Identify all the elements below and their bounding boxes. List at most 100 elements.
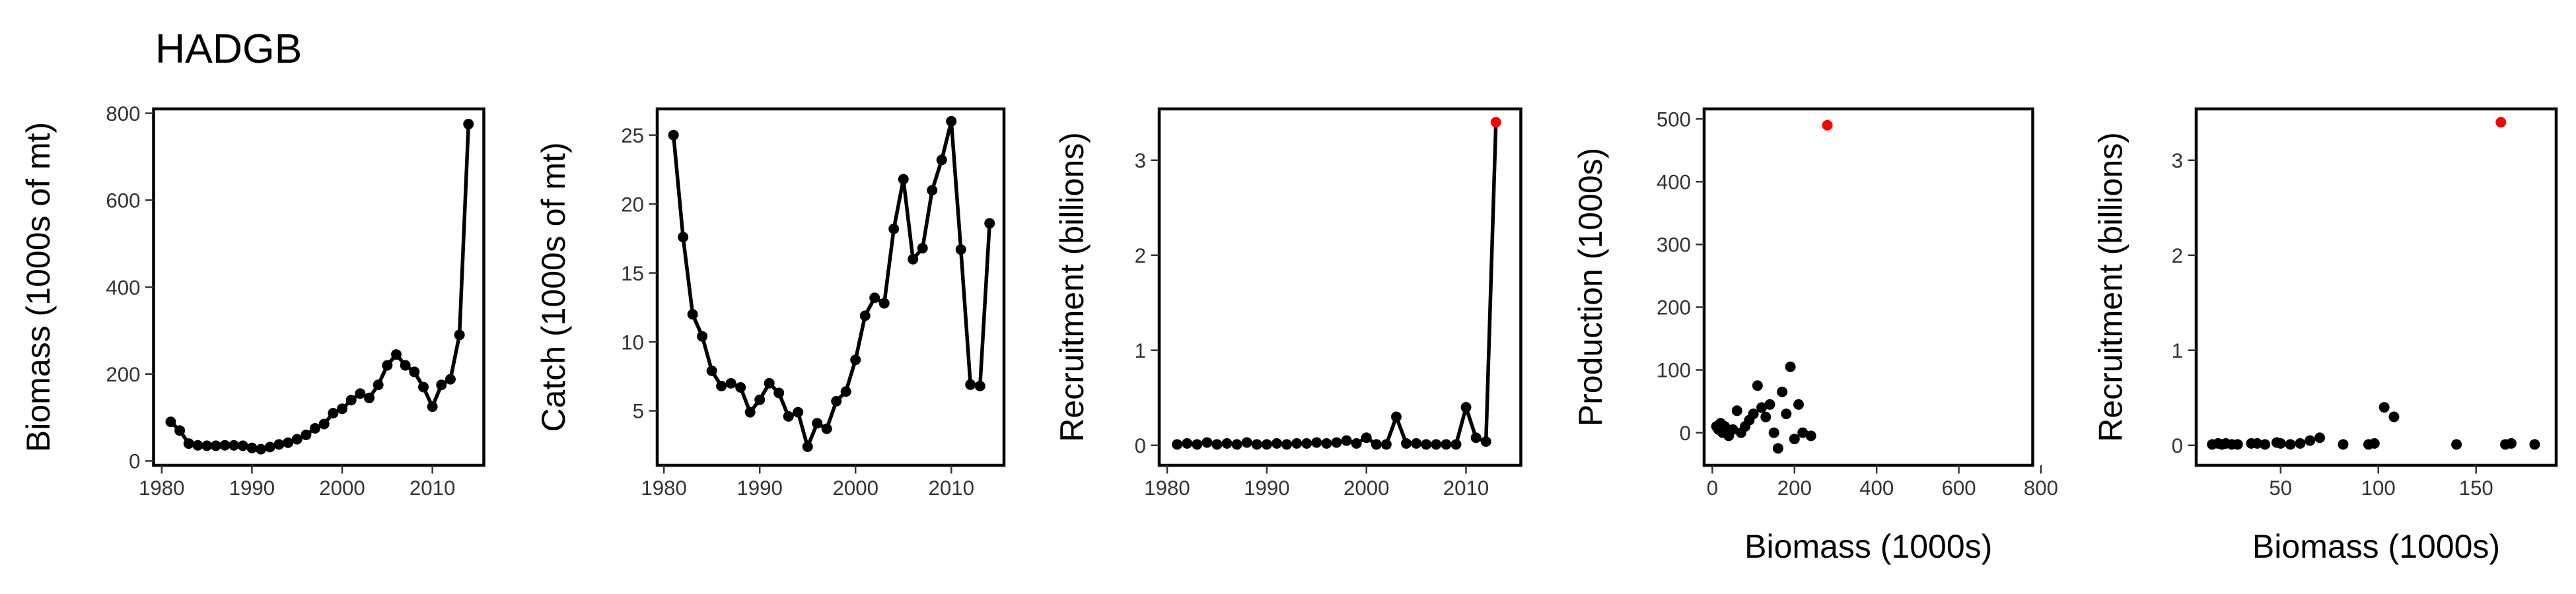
- data-point: [264, 442, 275, 453]
- data-point: [2369, 438, 2380, 449]
- data-point: [1470, 432, 1482, 444]
- y-tick-label: 200: [1657, 296, 1691, 319]
- data-point: [821, 423, 832, 434]
- x-tick-label: 800: [2024, 477, 2058, 500]
- data-point: [2314, 432, 2325, 444]
- data-line: [169, 123, 471, 451]
- panel: 1980 1990 2000 2010 0 1 2 3 Recruitment (billion…: [1054, 107, 1522, 500]
- data-point: [908, 253, 919, 265]
- data-point: [1760, 411, 1771, 422]
- x-tick-label: 400: [1859, 477, 1894, 500]
- y-tick-label: 400: [1657, 171, 1691, 194]
- data-point: [1431, 439, 1442, 450]
- data-point: [291, 434, 303, 445]
- data-point: [812, 418, 823, 429]
- data-point: [445, 374, 456, 385]
- data-point: [355, 388, 366, 399]
- data-point: [744, 407, 756, 418]
- data-point: [2232, 439, 2243, 450]
- data-point: [1172, 439, 1183, 450]
- data-point: [1785, 361, 1796, 372]
- data-point: [201, 440, 213, 451]
- data-point: [283, 437, 294, 448]
- data-point: [427, 401, 438, 412]
- x-tick-label: 1980: [1144, 477, 1190, 500]
- data-point: [773, 387, 785, 399]
- data-point: [2252, 438, 2263, 449]
- y-tick-label: 500: [1657, 108, 1691, 131]
- data-point: [1182, 438, 1193, 449]
- y-tick-label: 300: [1657, 234, 1691, 257]
- data-point: [1241, 437, 1252, 448]
- data-point: [831, 395, 842, 407]
- data-point: [192, 440, 203, 451]
- data-point: [1731, 405, 1742, 416]
- x-tick-label: 50: [2269, 477, 2292, 500]
- data-point: [1460, 402, 1472, 413]
- y-axis-title: Recruitment (billions): [1054, 132, 1091, 442]
- data-point: [1201, 437, 1213, 448]
- data-point: [1390, 411, 1402, 422]
- data-point: [1291, 438, 1303, 449]
- data-point: [273, 439, 285, 450]
- panel: 0 200 400 600 800 0 100 200 300 400 500 Production …: [1572, 107, 2058, 565]
- x-tick-label: 2000: [1343, 477, 1390, 500]
- data-point: [2388, 411, 2400, 422]
- data-point: [1271, 438, 1282, 449]
- data-point: [850, 354, 861, 366]
- x-tick-label: 2010: [410, 477, 456, 500]
- plot-frame: [152, 107, 485, 467]
- data-point: [840, 386, 851, 397]
- x-axis-title: Biomass (1000s): [1744, 528, 1992, 565]
- y-tick-label: 1: [2172, 339, 2183, 362]
- data-point: [974, 380, 985, 391]
- data-point: [687, 309, 698, 320]
- data-point: [1351, 438, 1362, 449]
- data-point: [2285, 439, 2296, 450]
- data-point: [936, 154, 947, 166]
- data-point: [1441, 439, 1452, 450]
- data-point: [1822, 119, 1833, 131]
- data-point: [2260, 439, 2271, 450]
- x-axis-title: Biomass (1000s): [2252, 528, 2500, 565]
- data-point: [1805, 430, 1816, 442]
- y-tick-label: 3: [2172, 149, 2183, 172]
- plot-frame: [1702, 107, 2034, 467]
- data-point: [735, 381, 746, 393]
- x-tick-label: 2000: [832, 477, 878, 500]
- data-point: [1490, 117, 1501, 128]
- data-point: [668, 129, 679, 141]
- data-point: [1221, 438, 1233, 449]
- data-point: [1781, 409, 1792, 420]
- x-tick-label: 2000: [319, 477, 365, 500]
- data-point: [1772, 443, 1783, 454]
- y-tick-label: 600: [106, 189, 140, 213]
- data-point: [165, 416, 176, 428]
- plot-frame: [2194, 107, 2558, 467]
- data-point: [237, 440, 248, 451]
- data-point: [678, 232, 689, 243]
- x-tick-label: 1980: [641, 477, 687, 500]
- x-tick-label: 600: [1941, 477, 1976, 500]
- data-point: [373, 380, 384, 391]
- y-axis-title: Biomass (1000s of mt): [20, 122, 57, 452]
- data-point: [219, 440, 231, 451]
- data-point: [984, 218, 995, 229]
- y-tick-label: 20: [621, 193, 644, 216]
- data-point: [1331, 437, 1342, 448]
- data-point: [301, 429, 312, 440]
- y-tick-label: 400: [106, 276, 140, 299]
- data-point: [2295, 438, 2306, 449]
- y-tick-label: 100: [1657, 359, 1691, 382]
- data-point: [1752, 380, 1763, 391]
- y-tick-label: 800: [106, 102, 140, 125]
- data-point: [725, 378, 736, 389]
- y-tick-label: 10: [621, 331, 644, 354]
- y-tick-label: 2: [2172, 244, 2183, 267]
- data-point: [1748, 409, 1759, 420]
- data-point: [898, 174, 909, 185]
- data-point: [1421, 439, 1432, 450]
- data-line: [671, 121, 991, 453]
- data-point: [409, 366, 420, 378]
